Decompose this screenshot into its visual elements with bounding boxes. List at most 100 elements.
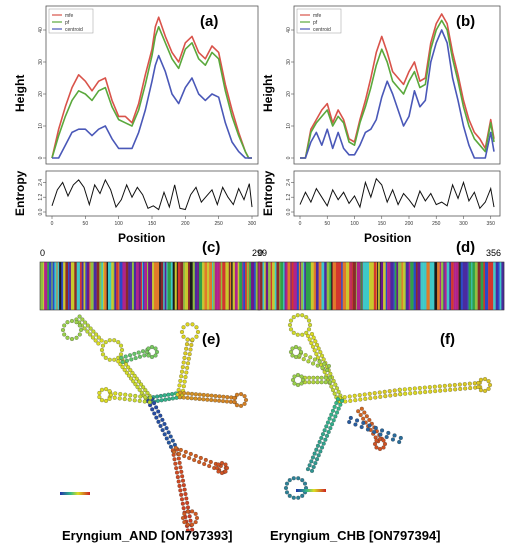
bar-stripe — [101, 262, 104, 310]
bar-stripe — [52, 262, 55, 310]
bar-stripe — [287, 262, 291, 310]
legend-label-centroid: centroid — [313, 27, 331, 33]
nucleotide — [432, 384, 437, 389]
nucleotide — [188, 518, 193, 523]
bar-stripe — [255, 262, 258, 310]
nucleotide — [184, 496, 189, 501]
loop-nucleotide — [234, 392, 240, 397]
loop-nucleotide — [232, 400, 237, 405]
nucleotide — [334, 410, 340, 415]
nucleotide — [184, 370, 189, 375]
nucleotide — [372, 430, 377, 435]
nucleotide — [186, 356, 191, 361]
loop-nucleotide — [306, 318, 312, 323]
bar-stripe — [243, 262, 246, 310]
nucleotide — [132, 398, 137, 403]
nucleotide — [458, 386, 463, 391]
bar-stripe — [43, 262, 45, 310]
bar-stripe — [183, 262, 186, 310]
bar-stripe — [455, 262, 459, 310]
bar-stripe — [279, 262, 281, 310]
bar-stripe — [321, 262, 325, 310]
loop-nucleotide — [372, 441, 378, 447]
bar-stripe — [260, 262, 263, 310]
series-line-pf — [300, 19, 495, 159]
nucleotide — [311, 375, 316, 380]
nucleotide — [334, 400, 339, 406]
panel-c-label: (c) — [202, 239, 220, 256]
bar-stripe — [90, 262, 94, 310]
nucleotide — [155, 394, 160, 399]
nucleotide — [321, 357, 326, 362]
x-tick-label: 0 — [299, 221, 302, 227]
loop-nucleotide — [104, 387, 109, 392]
nucleotide — [182, 391, 187, 396]
nucleotide — [228, 399, 233, 404]
bar-stripe — [370, 262, 375, 310]
loop-nucleotide — [107, 338, 112, 343]
bar-stripe — [451, 262, 454, 310]
nucleotide — [305, 467, 311, 472]
nucleotide — [122, 367, 127, 372]
nucleotide — [128, 393, 133, 398]
series-line-centroid — [300, 29, 495, 159]
nucleotide — [384, 435, 389, 440]
nucleotide — [329, 412, 334, 417]
nucleotide — [129, 376, 134, 381]
nucleotide — [367, 423, 372, 428]
nucleotide — [380, 428, 385, 433]
nucleotide — [118, 392, 123, 397]
nucleotide — [221, 394, 226, 399]
loop-nucleotide — [77, 323, 82, 328]
nucleotide — [184, 346, 189, 351]
loop-nucleotide — [291, 476, 296, 481]
nucleotide — [188, 451, 193, 456]
nucleotide — [207, 464, 212, 469]
nucleotide — [217, 394, 222, 399]
panel-f-color-scale — [296, 489, 326, 492]
nucleotide — [158, 413, 163, 418]
bar-stripe — [265, 262, 269, 310]
loop-nucleotide — [224, 465, 230, 471]
nucleotide — [85, 329, 90, 334]
nucleotide — [320, 432, 326, 437]
nucleotide — [117, 396, 122, 401]
bar-stripe — [138, 262, 141, 310]
nucleotide — [447, 383, 452, 388]
bar-stripe — [493, 262, 496, 310]
nucleotide — [328, 426, 333, 431]
panel-f-label: (f) — [440, 331, 455, 348]
nucleotide — [137, 398, 142, 403]
bar-stripe — [47, 262, 50, 310]
nucleotide — [154, 415, 159, 420]
bar-stripe — [180, 262, 184, 310]
nucleotide — [318, 449, 323, 454]
bar-stripe — [362, 262, 367, 310]
bar-stripe — [365, 262, 370, 310]
nucleotide — [187, 514, 192, 519]
loop-nucleotide — [193, 511, 198, 516]
nucleotide — [175, 475, 180, 480]
bar-stripe — [133, 262, 137, 310]
bar-stripe — [401, 262, 404, 310]
legend-label-mfe: mfe — [65, 13, 74, 19]
legend-label-pf: pf — [313, 20, 318, 26]
y-tick-label: 40 — [286, 27, 292, 33]
nucleotide — [124, 370, 129, 375]
loop-nucleotide — [486, 386, 491, 391]
nucleotide — [197, 392, 202, 397]
loop-nucleotide — [302, 481, 308, 486]
bar-stripe — [96, 262, 100, 310]
nucleotide — [187, 456, 192, 461]
bar-stripe — [429, 262, 433, 310]
nucleotide — [373, 395, 378, 400]
bar-stripe — [459, 262, 461, 310]
entropy-tick-label: 2.4 — [38, 179, 44, 186]
nucleotide — [193, 453, 198, 458]
nucleotide — [311, 361, 316, 366]
nucleotide — [178, 465, 183, 470]
panel-b-entropy-line: 0.0 1.2 2.4 — [286, 177, 495, 215]
loop-nucleotide — [291, 330, 296, 335]
nucleotide — [408, 391, 413, 396]
loop-nucleotide — [483, 388, 488, 393]
